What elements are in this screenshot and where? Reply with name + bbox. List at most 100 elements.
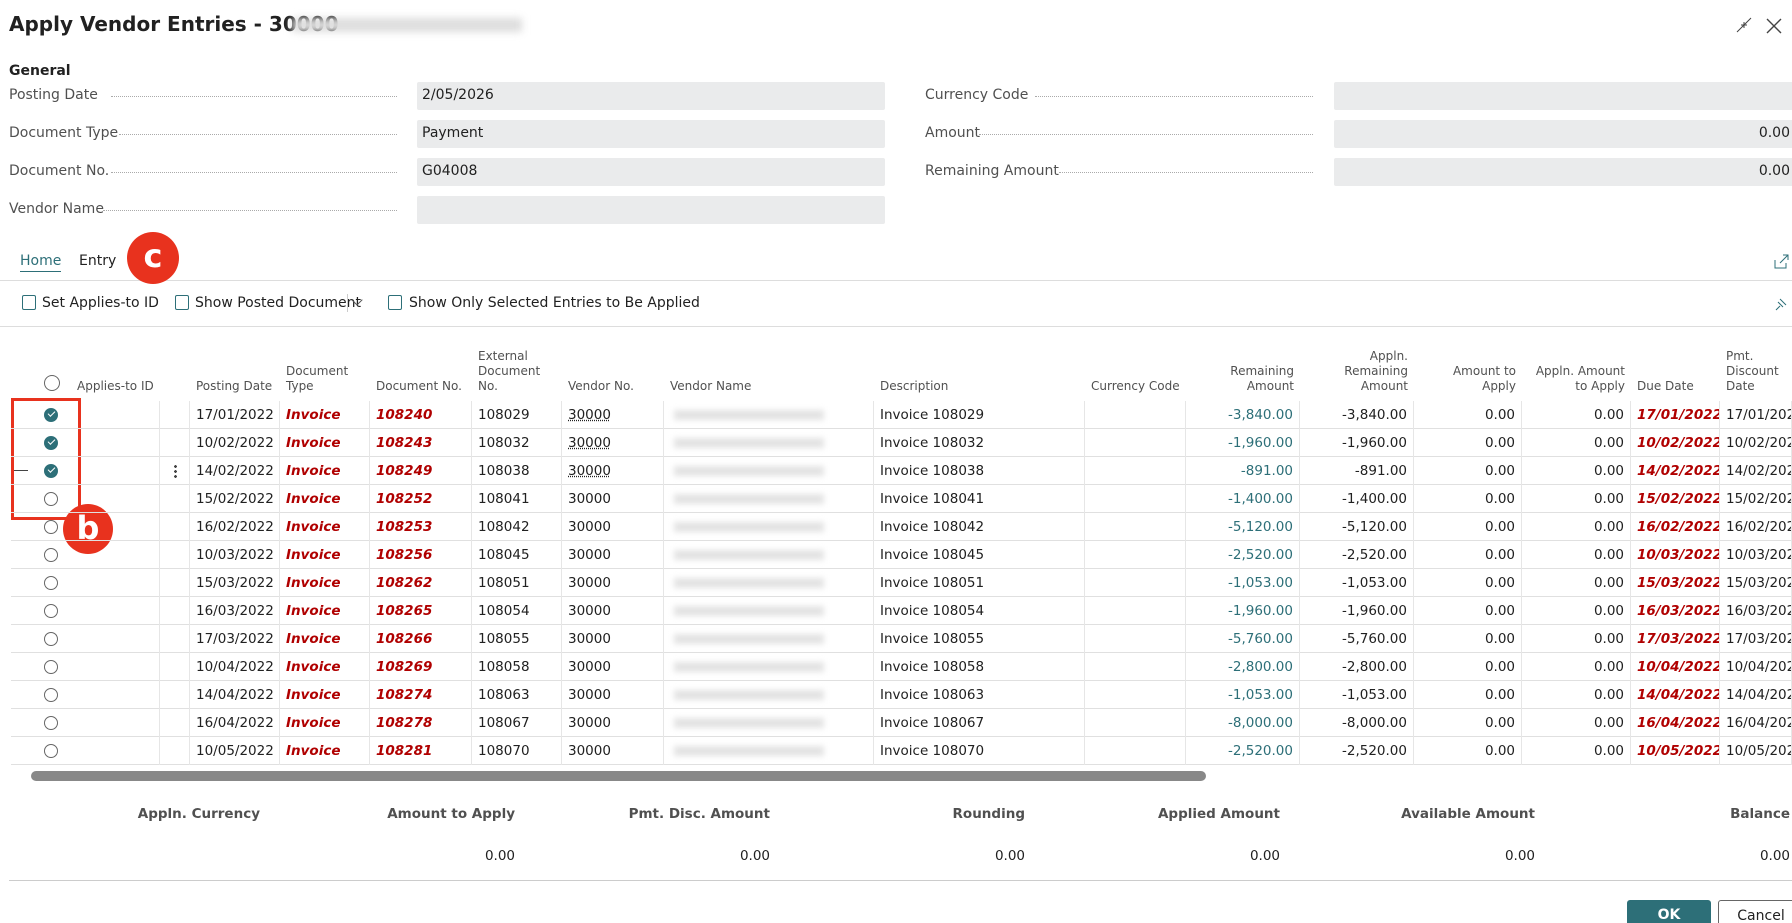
cell: 14/04/2022 xyxy=(1720,681,1792,709)
cell[interactable]: 108256 xyxy=(370,541,472,569)
action-button[interactable]: Show Posted Document xyxy=(195,295,361,311)
cell[interactable]: 30000 xyxy=(562,709,664,737)
input-field[interactable] xyxy=(1334,120,1792,148)
cell[interactable]: 30000 xyxy=(562,625,664,653)
column-header[interactable]: External Document No. xyxy=(478,349,541,393)
column-header[interactable]: Vendor Name xyxy=(670,379,752,393)
tab[interactable]: Entry xyxy=(79,253,117,269)
cell[interactable]: 108252 xyxy=(370,485,472,513)
column-header[interactable]: Appln. Amount to Apply xyxy=(1535,364,1625,393)
cell: 10/05/2022 xyxy=(190,737,280,765)
field-label: Currency Code xyxy=(925,87,1029,103)
pin-icon[interactable] xyxy=(1772,295,1790,313)
cell[interactable]: 108243 xyxy=(370,429,472,457)
row-checkbox[interactable] xyxy=(44,744,58,758)
cell xyxy=(664,681,874,709)
row-checkbox[interactable] xyxy=(44,548,58,562)
cell[interactable]: 108274 xyxy=(370,681,472,709)
column-header[interactable]: Document Type xyxy=(286,364,349,393)
input-field[interactable] xyxy=(417,82,885,110)
cell[interactable]: 30000 xyxy=(562,569,664,597)
cell: Invoice 108032 xyxy=(874,429,1085,457)
button[interactable]: OK xyxy=(1627,900,1711,923)
row-checkbox[interactable] xyxy=(44,576,58,590)
cell[interactable]: 30000 xyxy=(562,457,664,485)
blurred-name xyxy=(674,494,824,504)
column-header[interactable]: Remaining Amount xyxy=(1230,364,1294,393)
window-controls[interactable] xyxy=(1735,16,1785,36)
cell[interactable]: 30000 xyxy=(562,597,664,625)
row-checkbox[interactable] xyxy=(44,688,58,702)
cell xyxy=(664,625,874,653)
header-cell: Vendor No. xyxy=(562,340,664,394)
header-cell: Applies-to ID xyxy=(71,340,160,394)
cell: -3,840.00 xyxy=(1300,401,1414,429)
scrollbar[interactable] xyxy=(9,769,1792,783)
cell xyxy=(664,485,874,513)
cell xyxy=(664,653,874,681)
row-checkbox[interactable] xyxy=(44,436,58,450)
tab[interactable]: Home xyxy=(20,253,62,272)
action-button[interactable]: Show Only Selected Entries to Be Applied xyxy=(409,295,700,311)
cell[interactable]: 30000 xyxy=(562,653,664,681)
cell[interactable]: 30000 xyxy=(562,681,664,709)
action-button[interactable]: Set Applies-to ID xyxy=(42,295,159,311)
share-icon[interactable] xyxy=(1772,253,1790,271)
select-all[interactable] xyxy=(44,375,60,391)
cell[interactable]: 108262 xyxy=(370,569,472,597)
cell[interactable]: 30000 xyxy=(562,737,664,765)
cell[interactable]: 108249 xyxy=(370,457,472,485)
cell: 108063 xyxy=(472,681,562,709)
column-header[interactable]: Currency Code xyxy=(1091,379,1180,393)
column-header[interactable]: Amount to Apply xyxy=(1452,364,1516,393)
row-checkbox[interactable] xyxy=(44,520,58,534)
input-field[interactable] xyxy=(417,120,885,148)
column-header[interactable]: Posting Date xyxy=(196,379,273,393)
row-line xyxy=(11,596,1792,597)
row-checkbox[interactable] xyxy=(44,492,58,506)
cell[interactable]: 108253 xyxy=(370,513,472,541)
total-label: Appln. Currency xyxy=(137,806,260,822)
cell[interactable]: 108240 xyxy=(370,401,472,429)
row-menu[interactable] xyxy=(174,464,177,478)
column-header[interactable]: Document No. xyxy=(376,379,462,393)
cell: -2,800.00 xyxy=(1300,653,1414,681)
row-checkbox[interactable] xyxy=(44,632,58,646)
row-checkbox[interactable] xyxy=(44,408,58,422)
cell: -1,960.00 xyxy=(1186,597,1300,625)
input-field[interactable] xyxy=(417,196,885,224)
column-header[interactable]: Due Date xyxy=(1637,379,1694,393)
column-header[interactable]: Appln. Remaining Amount xyxy=(1344,349,1408,393)
column-header[interactable]: Description xyxy=(880,379,949,393)
cell[interactable]: 30000 xyxy=(562,541,664,569)
cell: 16/02/2022 xyxy=(190,513,280,541)
cell[interactable]: 108281 xyxy=(370,737,472,765)
input-field[interactable] xyxy=(417,158,885,186)
header-cell: External Document No. xyxy=(472,340,562,394)
cell[interactable]: 30000 xyxy=(562,513,664,541)
row-line xyxy=(11,428,1792,429)
cell: 108041 xyxy=(472,485,562,513)
cell[interactable]: 108278 xyxy=(370,709,472,737)
cell: 16/04/2022 xyxy=(190,709,280,737)
column-header[interactable]: Vendor No. xyxy=(568,379,634,393)
row-checkbox[interactable] xyxy=(44,464,58,478)
cell[interactable]: 30000 xyxy=(562,485,664,513)
cell[interactable]: 30000 xyxy=(562,429,664,457)
input-field[interactable] xyxy=(1334,82,1792,110)
cell[interactable]: 108266 xyxy=(370,625,472,653)
column-header[interactable]: Pmt. Discount Date xyxy=(1726,349,1779,393)
cell[interactable]: 30000 xyxy=(562,401,664,429)
cell: -1,053.00 xyxy=(1186,569,1300,597)
row-checkbox[interactable] xyxy=(44,660,58,674)
cell[interactable]: 108269 xyxy=(370,653,472,681)
cell[interactable]: 108265 xyxy=(370,597,472,625)
column-header[interactable]: Applies-to ID xyxy=(77,379,154,393)
cell xyxy=(160,457,190,485)
cell xyxy=(71,681,160,709)
row-checkbox[interactable] xyxy=(44,716,58,730)
button[interactable]: Cancel xyxy=(1718,900,1792,923)
cell: 14/02/2022 xyxy=(190,457,280,485)
row-checkbox[interactable] xyxy=(44,604,58,618)
input-field[interactable] xyxy=(1334,158,1792,186)
